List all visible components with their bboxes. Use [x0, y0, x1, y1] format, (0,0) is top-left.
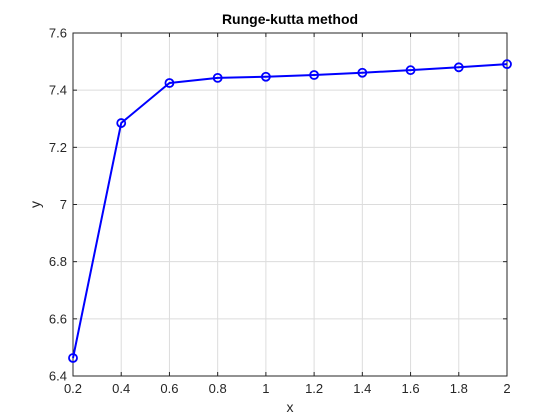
x-tick-label: 2 — [503, 381, 510, 396]
y-tick-label: 7.4 — [49, 83, 67, 98]
x-tick-label: 0.8 — [209, 381, 227, 396]
data-point — [116, 118, 127, 128]
data-point — [502, 59, 512, 70]
data-point — [212, 72, 223, 83]
y-tick-label: 6.4 — [49, 369, 67, 384]
data-point — [453, 62, 464, 73]
data-point — [405, 65, 416, 76]
series — [68, 59, 512, 363]
y-axis-label: y — [27, 201, 43, 208]
y-tick-label: 6.6 — [49, 311, 67, 326]
x-tick-label: 1.2 — [305, 381, 323, 396]
x-tick-label: 1.6 — [402, 381, 420, 396]
ticks: 0.2 0.4 0.6 0.8 1 1.2 1.4 1.6 1.8 2 6.4 6.6 6.8 7 7.2 7… — [49, 26, 511, 397]
x-axis-label: x — [287, 399, 294, 415]
series-line — [72, 63, 508, 359]
x-tick-label: 0.6 — [160, 381, 178, 396]
y-tick-label: 7.2 — [49, 140, 67, 155]
x-tick-label: 1.4 — [353, 381, 371, 396]
y-tick-label: 7.6 — [49, 26, 67, 41]
x-tick-label: 1.8 — [450, 381, 468, 396]
data-point — [357, 67, 368, 78]
data-point — [68, 353, 78, 363]
data-point — [164, 78, 175, 88]
chart-title: Runge-kutta method — [222, 11, 358, 27]
y-tick-label: 6.8 — [49, 254, 67, 269]
x-tick-label: 1 — [262, 381, 269, 396]
x-tick-label: 0.2 — [64, 381, 82, 396]
data-point — [260, 71, 271, 82]
x-tick-label: 0.4 — [112, 381, 130, 396]
data-point — [309, 70, 320, 80]
y-tick-label: 7 — [60, 197, 67, 212]
